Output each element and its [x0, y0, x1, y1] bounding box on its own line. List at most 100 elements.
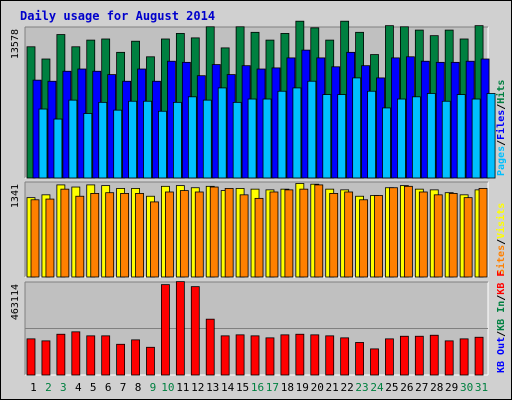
legend-item-kb-in: KB In — [496, 301, 507, 331]
bar-pages-day-31 — [486, 93, 496, 179]
bar-pages-day-2 — [53, 118, 63, 179]
x-tick-label-day-10: 10 — [161, 381, 174, 394]
bar-pages-day-18 — [292, 87, 302, 179]
bar-pages-day-12 — [202, 99, 212, 179]
legend-item-files: Files — [495, 110, 507, 140]
bar-kb-f-day-19 — [295, 333, 305, 376]
x-tick-label-day-5: 5 — [90, 381, 97, 394]
bar-sites-day-21 — [329, 193, 339, 278]
x-tick-label-day-8: 8 — [135, 381, 142, 394]
x-tick-label-day-20: 20 — [311, 381, 324, 394]
bar-sites-day-14 — [224, 188, 234, 278]
x-tick-label-day-11: 11 — [176, 381, 189, 394]
legend-separator: / — [496, 295, 507, 301]
bar-pages-day-3 — [68, 99, 78, 179]
bar-sites-day-5 — [90, 193, 100, 278]
x-tick-label-day-25: 25 — [385, 381, 398, 394]
bar-pages-day-4 — [83, 113, 93, 179]
bar-sites-day-19 — [299, 188, 309, 278]
x-tick-label-day-26: 26 — [400, 381, 413, 394]
bar-kb-f-day-12 — [190, 286, 200, 376]
legend-separator: / — [496, 331, 507, 337]
bar-kb-f-day-21 — [325, 335, 335, 376]
x-tick-label-day-24: 24 — [370, 381, 384, 394]
bar-pages-day-19 — [307, 80, 317, 179]
bar-sites-day-2 — [45, 198, 55, 278]
x-tick-label-day-15: 15 — [236, 381, 249, 394]
bar-sites-day-13 — [209, 186, 219, 278]
legend-separator: / — [496, 140, 507, 146]
bar-kb-f-day-2 — [41, 340, 51, 376]
bar-pages-day-27 — [426, 93, 436, 179]
ymax-label: 463114 — [10, 284, 21, 320]
bar-kb-f-day-26 — [399, 335, 409, 376]
bar-pages-day-20 — [322, 94, 332, 179]
bar-kb-f-day-28 — [429, 334, 439, 376]
bar-sites-day-10 — [165, 191, 174, 278]
bar-kb-f-day-24 — [370, 348, 379, 376]
bar-pages-day-8 — [143, 100, 152, 179]
bar-kb-f-day-11 — [175, 281, 185, 376]
bar-kb-f-day-18 — [280, 334, 290, 376]
bar-kb-f-day-17 — [265, 337, 275, 376]
x-tick-label-day-29: 29 — [445, 381, 458, 394]
bar-sites-day-7 — [120, 193, 130, 278]
bar-sites-day-29 — [448, 193, 458, 278]
bar-sites-day-6 — [105, 192, 115, 278]
bar-sites-day-16 — [254, 197, 264, 278]
bar-sites-day-9 — [150, 201, 159, 278]
bar-kb-f-day-20 — [310, 334, 320, 376]
bar-pages-day-25 — [397, 98, 406, 179]
bar-sites-day-11 — [179, 190, 189, 278]
x-tick-label-day-17: 17 — [266, 381, 279, 394]
bar-kb-f-day-9 — [146, 346, 155, 376]
x-tick-label-day-18: 18 — [281, 381, 294, 394]
legend: Pages/Files/Hits — [495, 80, 507, 176]
x-tick-label-day-4: 4 — [75, 381, 82, 394]
bar-pages-day-28 — [441, 100, 451, 179]
x-tick-label-day-30: 30 — [460, 381, 473, 394]
bar-kb-f-day-30 — [459, 338, 469, 376]
bar-sites-day-17 — [269, 191, 279, 278]
bar-kb-f-day-14 — [220, 335, 230, 376]
bar-pages-day-1 — [38, 108, 48, 179]
bar-kb-f-day-6 — [101, 335, 111, 376]
bar-kb-f-day-7 — [116, 343, 126, 376]
bar-pages-day-15 — [247, 98, 257, 179]
bar-sites-day-25 — [389, 187, 398, 278]
bar-kb-f-day-4 — [71, 331, 81, 376]
bar-sites-day-15 — [239, 194, 249, 278]
chart-title: Daily usage for August 2014 — [20, 9, 215, 23]
legend: Sites/Visits — [495, 203, 507, 275]
bar-kb-f-day-16 — [250, 335, 260, 376]
x-tick-label-day-1: 1 — [30, 381, 37, 394]
bar-pages-day-16 — [262, 98, 272, 179]
bar-sites-day-1 — [30, 199, 40, 278]
chart-panels: 13578Pages/Files/Hits1341Sites/Visits463… — [10, 20, 507, 376]
bar-pages-day-17 — [277, 90, 287, 179]
bar-pages-day-11 — [187, 96, 197, 179]
x-tick-label-day-14: 14 — [221, 381, 235, 394]
x-tick-label-day-21: 21 — [326, 381, 339, 394]
bar-kb-f-day-5 — [86, 335, 96, 376]
legend-item-visits: Visits — [495, 203, 507, 239]
ymax-label: 1341 — [10, 184, 21, 208]
bar-sites-day-27 — [418, 191, 428, 278]
x-tick-label-day-31: 31 — [475, 381, 488, 394]
x-tick-label-day-7: 7 — [120, 381, 127, 394]
bar-pages-day-24 — [382, 107, 391, 179]
bar-pages-day-14 — [232, 101, 242, 179]
x-tick-label-day-28: 28 — [430, 381, 443, 394]
bar-kb-f-day-23 — [355, 342, 364, 376]
bar-sites-day-4 — [75, 195, 85, 278]
x-tick-label-day-3: 3 — [60, 381, 67, 394]
bar-sites-day-18 — [284, 189, 294, 278]
bar-sites-day-30 — [463, 197, 473, 278]
bar-sites-day-3 — [60, 188, 70, 278]
bar-kb-f-day-27 — [414, 335, 424, 376]
x-tick-label-day-13: 13 — [206, 381, 219, 394]
bar-pages-day-13 — [217, 87, 227, 179]
